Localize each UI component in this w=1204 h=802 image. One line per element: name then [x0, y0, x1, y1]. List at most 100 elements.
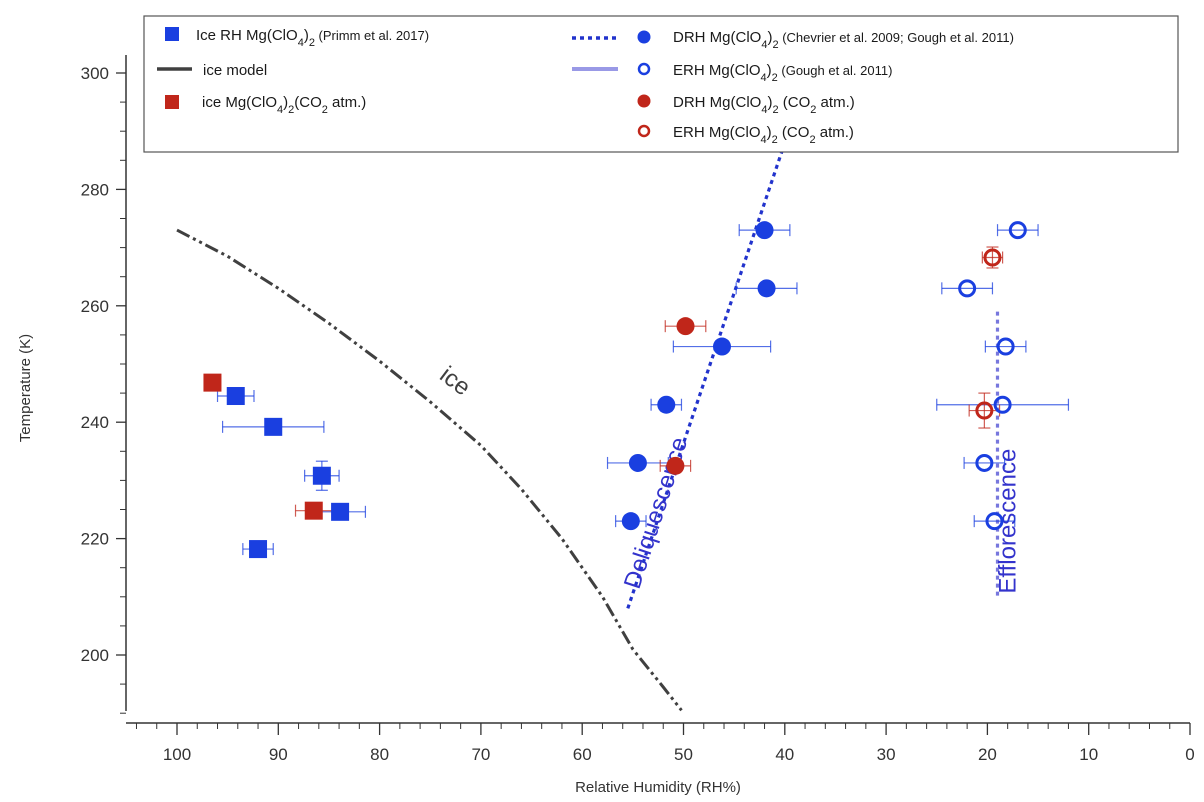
legend-label-part: 4 [761, 72, 767, 84]
legend-label-part: (Chevrier et al. 2009; Gough et al. 2011… [779, 30, 1014, 45]
data-point [628, 453, 647, 472]
legend-label-part: ) [767, 62, 772, 79]
data-point [666, 456, 685, 475]
y-tick-label: 200 [81, 646, 109, 665]
legend-label-part: DRH Mg(ClO [673, 29, 761, 46]
legend-label: DRH Mg(ClO4)2 (CO2 atm.) [673, 94, 855, 116]
y-tick-label: 220 [81, 530, 109, 549]
x-tick-label: 60 [573, 745, 592, 764]
markers-layer [203, 221, 1027, 559]
legend-label-part: ERH Mg(ClO [673, 62, 761, 79]
x-tick-label: 80 [370, 745, 389, 764]
x-tick-label: 40 [775, 745, 794, 764]
legend-label-part: 2 [772, 39, 778, 51]
legend-items: Ice RH Mg(ClO4)2 (Primm et al. 2017)ice … [157, 27, 1014, 146]
legend-label-part: 2 [810, 104, 816, 116]
data-point [226, 387, 245, 406]
legend-label: DRH Mg(ClO4)2 (Chevrier et al. 2009; Gou… [673, 29, 1014, 51]
legend: Ice RH Mg(ClO4)2 (Primm et al. 2017)ice … [143, 15, 1179, 153]
legend-label-part: 2 [809, 134, 815, 146]
x-tick-label: 50 [674, 745, 693, 764]
y-tick-label: 240 [81, 413, 109, 432]
data-point [657, 395, 676, 414]
data-point [304, 501, 323, 520]
data-point [975, 453, 994, 472]
data-point [958, 279, 977, 298]
x-tick-label: 20 [978, 745, 997, 764]
legend-label-part: 4 [761, 39, 767, 51]
data-point [985, 512, 1004, 531]
annotation-label: ice [435, 361, 476, 401]
legend-label-part: ) [767, 29, 772, 46]
data-point [996, 337, 1015, 356]
legend-label-part: ) [283, 94, 288, 111]
data-point [249, 540, 268, 559]
legend-label-part: 4 [761, 104, 767, 116]
y-tick-label: 280 [81, 180, 109, 199]
data-point [621, 512, 640, 531]
data-point [312, 466, 331, 485]
legend-swatch [637, 30, 651, 44]
legend-label-part: 4 [761, 134, 767, 146]
data-point [331, 502, 350, 521]
legend-label-part: (Gough et al. 2011) [778, 63, 893, 78]
x-tick-label: 10 [1079, 745, 1098, 764]
data-point [203, 373, 222, 392]
legend-label-part: Ice RH Mg(ClO [196, 27, 298, 44]
x-tick-label: 90 [269, 745, 288, 764]
legend-label-part: (Primm et al. 2017) [315, 28, 429, 43]
legend-label-part: 4 [298, 37, 304, 49]
legend-label-part: 2 [772, 134, 778, 146]
legend-label: ERH Mg(ClO4)2 (CO2 atm.) [673, 124, 854, 146]
series-line [626, 142, 787, 609]
x-axis-title: Relative Humidity (RH%) [575, 779, 741, 796]
y-tick-label: 260 [81, 297, 109, 316]
legend-box [143, 15, 1179, 153]
y-tick-label: 300 [81, 64, 109, 83]
legend-label-part: 2 [772, 104, 778, 116]
legend-label: ERH Mg(ClO4)2 (Gough et al. 2011) [673, 62, 892, 84]
data-point [264, 417, 283, 436]
legend-label-part: DRH Mg(ClO [673, 94, 761, 111]
legend-label-part: 2 [288, 104, 294, 116]
legend-label-part: atm.) [328, 94, 366, 111]
legend-label-part: 2 [309, 37, 315, 49]
y-axis-ticks: 200 220 240 260 280 300 [81, 64, 126, 714]
legend-label-part: (CO [778, 124, 810, 141]
legend-swatch [165, 95, 179, 109]
data-point [757, 279, 776, 298]
legend-label: Ice RH Mg(ClO4)2 (Primm et al. 2017) [196, 27, 429, 49]
legend-label-part: atm.) [816, 94, 854, 111]
legend-label-part: ) [767, 94, 772, 111]
data-point [993, 395, 1012, 414]
x-tick-label: 70 [471, 745, 490, 764]
x-tick-label: 30 [877, 745, 896, 764]
legend-label-part: 2 [772, 72, 778, 84]
legend-label-part: atm.) [816, 124, 854, 141]
x-tick-label: 0 [1185, 745, 1194, 764]
data-point [1008, 221, 1027, 240]
legend-label: ice Mg(ClO4)2(CO2 atm.) [202, 94, 366, 116]
series-line [176, 228, 683, 712]
data-point [676, 317, 695, 336]
data-point [975, 401, 994, 420]
lines-layer [176, 142, 1000, 712]
data-point [755, 221, 774, 240]
x-axis-ticks: 100 90 80 70 60 50 40 30 20 10 0 [135, 723, 1195, 764]
y-axis-title: Temperature (K) [17, 334, 34, 442]
legend-swatch [637, 124, 651, 138]
x-tick-label: 100 [163, 745, 191, 764]
legend-label-part: 2 [322, 104, 328, 116]
legend-swatch [637, 94, 651, 108]
legend-label-part: ERH Mg(ClO [673, 124, 761, 141]
legend-label-part: 4 [277, 104, 283, 116]
legend-swatch [637, 62, 651, 76]
legend-swatch [165, 27, 179, 41]
legend-label: ice model [203, 62, 267, 79]
legend-label-part: (CO [779, 94, 811, 111]
legend-label-part: (CO [294, 94, 322, 111]
data-point [983, 248, 1002, 267]
